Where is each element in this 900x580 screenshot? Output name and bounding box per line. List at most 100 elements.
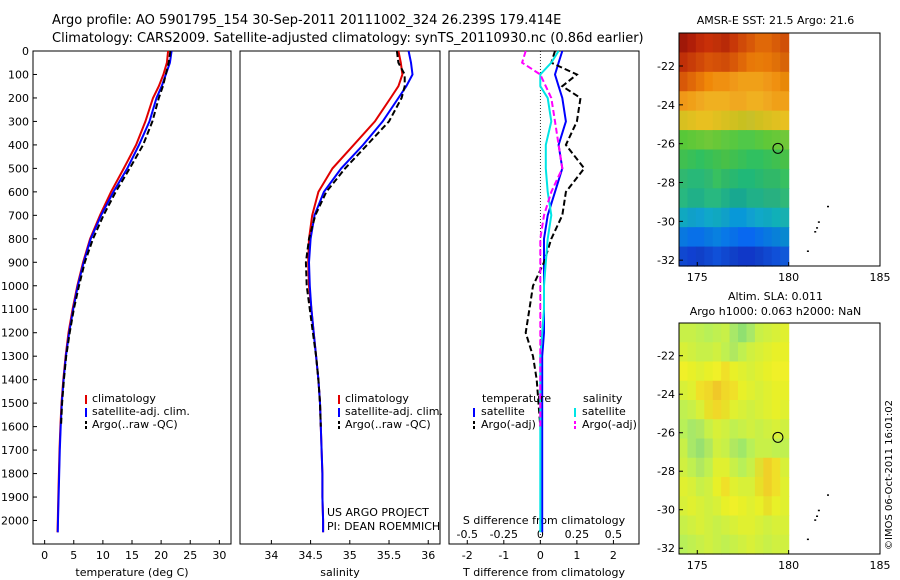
legend-entry: Argo(..raw -QC) <box>345 418 431 431</box>
sla-map-cell <box>738 342 748 363</box>
sla-map-cell <box>746 438 756 459</box>
sla-map-cell <box>704 419 714 440</box>
sla-map-cell <box>763 419 773 440</box>
sla-map-cell <box>712 419 722 440</box>
sst-map-cell <box>746 168 756 189</box>
sst-map-cell <box>738 71 748 92</box>
temperature-ytick-label: 2000 <box>1 515 29 528</box>
sst-map-cell <box>721 246 731 267</box>
sst-map-cell <box>695 71 705 92</box>
sla-map-cell <box>712 457 722 478</box>
sla-map-cell <box>729 380 739 401</box>
sla-map-island <box>806 538 809 541</box>
sla-map-cell <box>780 438 790 459</box>
sst-map-cell <box>780 130 790 151</box>
sla-map-cell <box>721 477 731 497</box>
sla-map-cell <box>712 361 722 382</box>
sst-map-cell <box>712 130 722 151</box>
difference-s-tick-label: 0.25 <box>565 528 590 541</box>
sla-map-cell <box>729 534 739 555</box>
sst-map-cell <box>780 91 790 112</box>
temperature-ytick-label: 800 <box>8 233 29 246</box>
sst-map-cell <box>695 33 705 54</box>
sst-map-cell <box>695 207 705 228</box>
temperature-ytick-label: 0 <box>22 45 29 58</box>
sla-map-cell <box>704 438 714 459</box>
sla-map-cell <box>738 438 748 459</box>
sla-map-ytick-label: -30 <box>657 504 675 517</box>
sla-map-cell <box>738 496 748 517</box>
temperature-ytick-label: 400 <box>8 139 29 152</box>
sst-map-cell <box>780 188 790 209</box>
sla-map-cell <box>721 534 731 555</box>
sla-map-cell <box>738 534 748 555</box>
temperature-ytick-label: 200 <box>8 92 29 105</box>
sst-map-cell <box>754 91 764 112</box>
sst-map-cell <box>754 52 764 73</box>
sla-map-cell <box>729 515 739 536</box>
sst-map-island <box>817 221 820 223</box>
sla-map-cell <box>746 380 756 401</box>
sst-map-cell <box>687 33 697 54</box>
sst-map-cell <box>729 130 739 151</box>
sla-map-cell <box>754 342 764 363</box>
sla-map-cell <box>679 323 689 343</box>
sst-map-cell <box>763 207 773 228</box>
temperature-ytick-label: 600 <box>8 186 29 199</box>
difference-xlabel-top: S difference from climatology <box>463 514 626 527</box>
sst-map-cell <box>746 227 756 248</box>
sst-map-cell <box>738 52 748 73</box>
sst-map-cell <box>746 110 756 131</box>
sst-map-title: AMSR-E SST: 21.5 Argo: 21.6 <box>697 14 855 27</box>
sst-map-cell <box>687 149 697 170</box>
sla-map-cell <box>704 400 714 420</box>
sla-map-cell <box>721 419 731 440</box>
sla-map-cell <box>687 534 697 555</box>
sst-map-cell <box>763 71 773 92</box>
sst-map-cell <box>695 227 705 248</box>
series-line-satellite-adj-clim- <box>307 50 414 533</box>
sla-map-cell <box>754 419 764 440</box>
sla-map-cell <box>721 342 731 363</box>
sst-map-island <box>814 231 817 233</box>
sla-map-cell <box>754 534 764 555</box>
difference-xtick-label: 1 <box>573 549 580 562</box>
sst-map-cell <box>771 246 781 267</box>
sst-map-cell <box>738 207 748 228</box>
sst-map-cell <box>780 227 790 248</box>
sst-map-cell <box>780 110 790 131</box>
sst-map-cell <box>721 227 731 248</box>
sla-map-cell <box>780 380 790 401</box>
sla-map-cell <box>704 496 714 517</box>
sla-map-cell <box>695 361 705 382</box>
legend-entry: Argo(-adj) <box>481 418 536 431</box>
sla-map-cell <box>780 457 790 478</box>
sla-map-cell <box>729 457 739 478</box>
sla-map-cell <box>780 534 790 555</box>
temperature-ytick-label: 1200 <box>1 327 29 340</box>
sst-map-ytick-label: -32 <box>657 254 675 267</box>
sst-map-cell <box>738 168 748 189</box>
sst-map-cell <box>729 110 739 131</box>
sst-map-cell <box>780 168 790 189</box>
sla-map-cell <box>746 457 756 478</box>
sst-map-cell <box>687 207 697 228</box>
sst-map-cell <box>729 33 739 54</box>
project-credit: US ARGO PROJECT <box>327 506 429 519</box>
difference-xtick-label: 2 <box>610 549 617 562</box>
temperature-ytick-label: 300 <box>8 115 29 128</box>
sst-map-cell <box>687 91 697 112</box>
legend-entry: satellite <box>582 405 626 418</box>
temperature-axes-frame <box>32 50 232 545</box>
sla-map-cell <box>738 457 748 478</box>
difference-panel: -2 -1 0 1 2 T difference from climatology S di… <box>448 50 640 579</box>
sla-map-cell <box>687 342 697 363</box>
salinity-xtick-label: 34.5 <box>298 549 323 562</box>
sla-map-cell <box>704 457 714 478</box>
legend-entry: satellite <box>481 405 525 418</box>
temperature-ytick-label: 700 <box>8 209 29 222</box>
sst-map-cell <box>729 246 739 267</box>
sst-map-cell <box>704 188 714 209</box>
sla-map-cell <box>721 515 731 536</box>
sst-map-cell <box>712 149 722 170</box>
